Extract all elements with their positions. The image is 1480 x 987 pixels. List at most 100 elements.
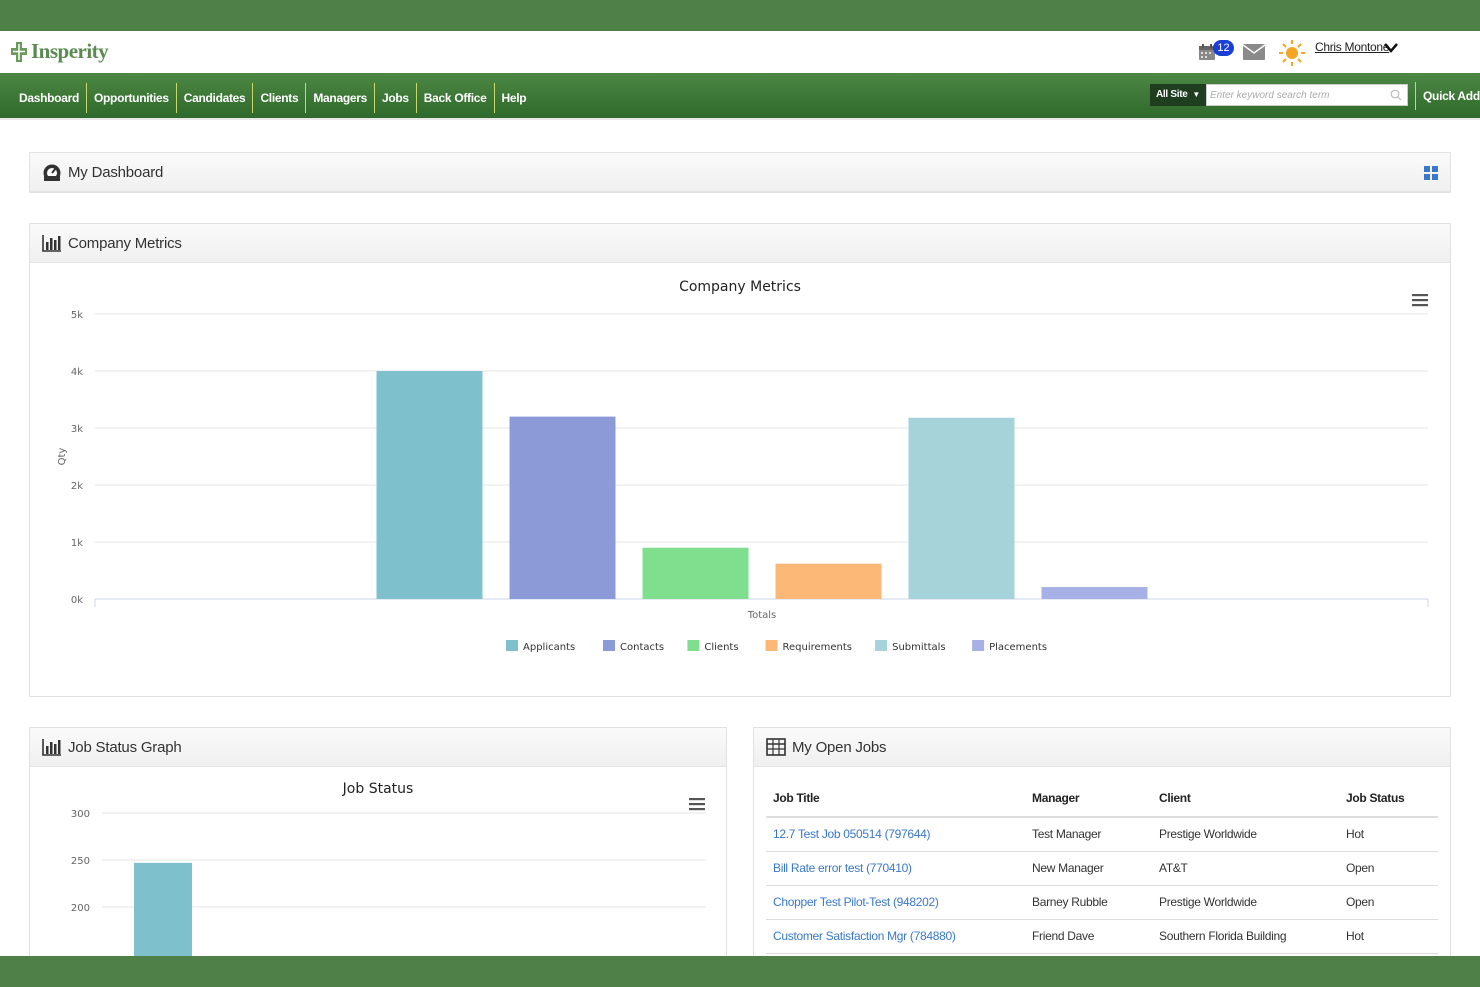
- nav-clients[interactable]: Clients: [253, 83, 307, 113]
- job-status: Hot: [1339, 919, 1438, 954]
- job-manager: New Manager: [1025, 851, 1152, 886]
- column-job-status[interactable]: Job Status: [1339, 780, 1438, 818]
- bar-placements: [1041, 587, 1148, 599]
- table-row: Chopper Test Pilot-Test (948202) Barney …: [766, 885, 1438, 920]
- job-title-link[interactable]: 12.7 Test Job 050514 (797644): [766, 817, 1025, 852]
- column-manager[interactable]: Manager: [1025, 780, 1152, 818]
- open-jobs-panel: My Open Jobs Job Title Manager Client Jo…: [753, 727, 1451, 956]
- nav-jobs[interactable]: Jobs: [375, 83, 417, 113]
- search-scope-label: All Site: [1156, 89, 1188, 100]
- chart-menu-icon[interactable]: [1412, 293, 1428, 307]
- bar-chart-icon: [42, 235, 61, 252]
- bar-job-status: [134, 862, 192, 956]
- logo-cross-icon: [11, 41, 27, 62]
- job-status-panel: Job Status Graph Job Status 200 250 300: [29, 727, 727, 956]
- nav-managers[interactable]: Managers: [306, 83, 375, 113]
- legend-label: Placements: [989, 642, 1047, 653]
- table-row: Customer Satisfaction Mgr (784880) Frien…: [766, 919, 1438, 954]
- logo-text: Insperity: [31, 39, 109, 63]
- company-metrics-panel: Company Metrics Company Metrics 0k 1k 2k 3k 4…: [29, 223, 1451, 697]
- job-manager: Test Manager: [1025, 817, 1152, 852]
- job-client: Southern Florida Building: [1152, 919, 1339, 954]
- company-metrics-title: Company Metrics: [68, 235, 182, 252]
- bar-requirements: [775, 563, 882, 599]
- job-status: Hot: [1339, 817, 1438, 852]
- nav-divider: [1415, 82, 1416, 110]
- main-nav: Dashboard Opportunities Candidates Clien…: [0, 73, 1480, 120]
- bar-applicants: [376, 371, 483, 599]
- y-tick-label: 5k: [71, 310, 83, 321]
- legend-label: Applicants: [523, 642, 575, 653]
- legend-label: Submittals: [892, 642, 946, 653]
- legend-swatch: [506, 640, 518, 651]
- window-frame-top: [0, 0, 1480, 31]
- nav-opportunities[interactable]: Opportunities: [87, 83, 177, 113]
- job-manager: Barney Rubble: [1025, 885, 1152, 920]
- nav-back-office[interactable]: Back Office: [417, 83, 495, 113]
- column-job-title[interactable]: Job Title: [766, 780, 1025, 818]
- job-title-link[interactable]: Chopper Test Pilot-Test (948202): [766, 885, 1025, 920]
- job-status-header: Job Status Graph: [30, 728, 726, 767]
- dashboard-gauge-icon: [43, 164, 61, 181]
- legend-swatch: [687, 640, 700, 651]
- keyword-search-input[interactable]: [1206, 84, 1408, 106]
- job-title-link[interactable]: Bill Rate error test (770410): [766, 851, 1025, 886]
- insperity-logo[interactable]: Insperity: [10, 39, 109, 64]
- column-client[interactable]: Client: [1152, 780, 1339, 818]
- legend-swatch: [875, 640, 888, 651]
- legend-label: Contacts: [620, 642, 664, 653]
- open-jobs-header: My Open Jobs: [754, 728, 1450, 767]
- y-tick-label: 3k: [71, 424, 83, 435]
- grid-layout-icon[interactable]: [1424, 166, 1438, 180]
- quick-add-button[interactable]: Quick Add: [1423, 89, 1480, 103]
- bar-submittals: [908, 417, 1015, 599]
- table-header-row: Job Title Manager Client Job Status: [766, 780, 1438, 818]
- nav-items: Dashboard Opportunities Candidates Clien…: [12, 83, 533, 113]
- open-jobs-table: Job Title Manager Client Job Status 12.7…: [766, 780, 1438, 954]
- job-status: Open: [1339, 851, 1438, 886]
- notification-badge[interactable]: 12: [1213, 40, 1234, 56]
- app-window: Insperity 12: [0, 31, 1480, 956]
- job-title-link[interactable]: Customer Satisfaction Mgr (784880): [766, 919, 1025, 954]
- caret-down-icon: ▼: [1192, 90, 1200, 99]
- table-row: 12.7 Test Job 050514 (797644) Test Manag…: [766, 817, 1438, 852]
- y-tick-label: 200: [71, 903, 90, 914]
- y-axis-label: Qty: [57, 448, 68, 466]
- nav-candidates[interactable]: Candidates: [177, 83, 254, 113]
- calendar-icon[interactable]: [1198, 43, 1216, 61]
- company-metrics-chart: Company Metrics 0k 1k 2k 3k 4k 5k Qty Totals Appl…: [57, 279, 1429, 653]
- legend-label: Clients: [704, 642, 738, 653]
- open-jobs-title: My Open Jobs: [792, 739, 887, 756]
- job-client: Prestige Worldwide: [1152, 885, 1339, 920]
- bar-clients: [642, 547, 749, 599]
- user-menu-name[interactable]: Chris Montone: [1315, 40, 1390, 54]
- mail-icon[interactable]: [1243, 44, 1265, 60]
- legend-swatch: [603, 640, 615, 651]
- y-tick-label: 250: [71, 856, 90, 867]
- y-tick-label: 0k: [71, 595, 83, 606]
- window-frame-bottom: [0, 956, 1480, 987]
- search-icon[interactable]: [1390, 89, 1402, 101]
- table-row: Bill Rate error test (770410) New Manage…: [766, 851, 1438, 886]
- y-tick-label: 1k: [71, 538, 83, 549]
- y-tick-label: 4k: [71, 367, 83, 378]
- legend-label: Requirements: [783, 642, 853, 653]
- nav-dashboard[interactable]: Dashboard: [12, 83, 87, 113]
- job-manager: Friend Dave: [1025, 919, 1152, 954]
- job-status-title: Job Status Graph: [68, 739, 182, 756]
- legend-swatch: [765, 640, 778, 651]
- chart-title: Job Status: [342, 781, 414, 797]
- search-scope-select[interactable]: All Site ▼: [1150, 84, 1206, 106]
- bar-chart-icon: [42, 739, 61, 756]
- job-client: Prestige Worldwide: [1152, 817, 1339, 852]
- company-metrics-header: Company Metrics: [30, 224, 1450, 263]
- chart-menu-icon[interactable]: [689, 797, 705, 811]
- chevron-down-icon[interactable]: [1384, 41, 1398, 53]
- sun-icon[interactable]: [1278, 39, 1306, 67]
- top-header: Insperity 12: [0, 31, 1480, 73]
- page-title: My Dashboard: [68, 164, 164, 181]
- bar-contacts: [509, 416, 616, 599]
- table-icon: [766, 738, 786, 756]
- nav-help[interactable]: Help: [501, 91, 527, 105]
- dashboard-header: My Dashboard: [30, 153, 1450, 192]
